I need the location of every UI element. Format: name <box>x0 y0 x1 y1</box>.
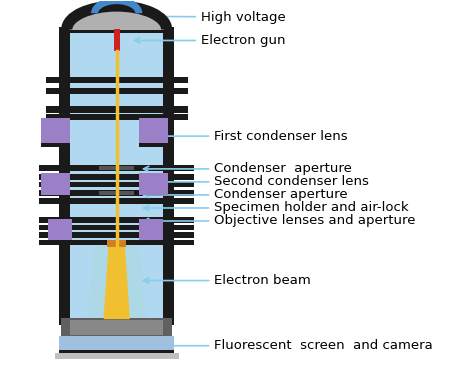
Bar <box>39 165 194 171</box>
Bar <box>99 166 135 170</box>
Bar <box>39 174 194 180</box>
Text: Objective lenses and aperture: Objective lenses and aperture <box>144 214 416 228</box>
Text: Condenser aperture: Condenser aperture <box>144 189 348 201</box>
Bar <box>39 198 194 204</box>
Bar <box>70 320 163 334</box>
Bar <box>107 240 127 247</box>
Text: First condenser lens: First condenser lens <box>144 130 348 142</box>
Text: Specimen holder and air-lock: Specimen holder and air-lock <box>144 201 409 214</box>
Bar <box>139 143 168 147</box>
Bar <box>99 191 135 195</box>
Text: Second condenser lens: Second condenser lens <box>144 176 369 188</box>
Bar <box>59 27 174 325</box>
Bar <box>46 106 188 113</box>
Bar <box>139 219 163 240</box>
Text: Condenser  aperture: Condenser aperture <box>144 162 352 176</box>
Bar <box>39 182 194 188</box>
Bar <box>46 114 188 120</box>
Bar <box>41 143 70 147</box>
Bar <box>48 219 73 240</box>
Bar <box>139 172 168 195</box>
Text: Electron gun: Electron gun <box>135 34 285 47</box>
Bar <box>70 33 163 320</box>
Bar <box>39 190 194 196</box>
Bar <box>59 336 174 351</box>
Bar <box>61 318 172 336</box>
Bar <box>39 225 194 230</box>
Bar <box>41 118 70 144</box>
Bar <box>55 353 179 359</box>
Bar <box>139 118 168 144</box>
Bar <box>39 240 194 245</box>
Bar <box>59 350 174 353</box>
Bar <box>46 88 188 94</box>
Polygon shape <box>88 246 146 323</box>
Polygon shape <box>70 7 163 29</box>
Polygon shape <box>104 246 129 318</box>
Text: Electron beam: Electron beam <box>144 274 311 287</box>
Text: High voltage: High voltage <box>135 10 286 24</box>
Bar <box>114 29 120 51</box>
Bar <box>41 172 70 195</box>
Bar <box>39 232 194 238</box>
Text: Fluorescent  screen  and camera: Fluorescent screen and camera <box>144 339 433 352</box>
Bar <box>46 76 188 83</box>
Bar <box>39 217 194 223</box>
